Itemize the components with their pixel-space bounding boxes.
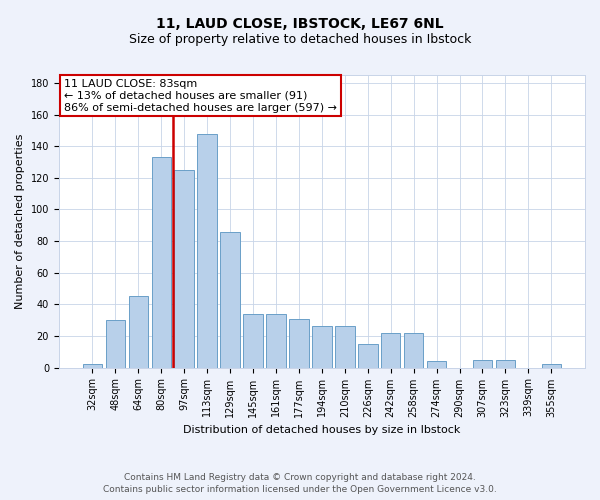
Text: 11 LAUD CLOSE: 83sqm
← 13% of detached houses are smaller (91)
86% of semi-detac: 11 LAUD CLOSE: 83sqm ← 13% of detached h…	[64, 80, 337, 112]
Text: Contains HM Land Registry data © Crown copyright and database right 2024.: Contains HM Land Registry data © Crown c…	[124, 472, 476, 482]
Bar	[381, 333, 400, 368]
Bar	[175, 170, 194, 368]
Bar	[244, 314, 263, 368]
Bar	[152, 157, 171, 368]
X-axis label: Distribution of detached houses by size in Ibstock: Distribution of detached houses by size …	[183, 425, 461, 435]
Bar	[473, 360, 492, 368]
Bar	[106, 320, 125, 368]
Text: Size of property relative to detached houses in Ibstock: Size of property relative to detached ho…	[129, 32, 471, 46]
Bar	[427, 361, 446, 368]
Bar	[542, 364, 561, 368]
Bar	[289, 318, 308, 368]
Text: 11, LAUD CLOSE, IBSTOCK, LE67 6NL: 11, LAUD CLOSE, IBSTOCK, LE67 6NL	[156, 18, 444, 32]
Bar	[312, 326, 332, 368]
Bar	[404, 333, 424, 368]
Bar	[266, 314, 286, 368]
Bar	[197, 134, 217, 368]
Y-axis label: Number of detached properties: Number of detached properties	[15, 134, 25, 309]
Bar	[496, 360, 515, 368]
Bar	[128, 296, 148, 368]
Bar	[220, 232, 240, 368]
Bar	[358, 344, 377, 368]
Bar	[83, 364, 102, 368]
Text: Contains public sector information licensed under the Open Government Licence v3: Contains public sector information licen…	[103, 485, 497, 494]
Bar	[335, 326, 355, 368]
